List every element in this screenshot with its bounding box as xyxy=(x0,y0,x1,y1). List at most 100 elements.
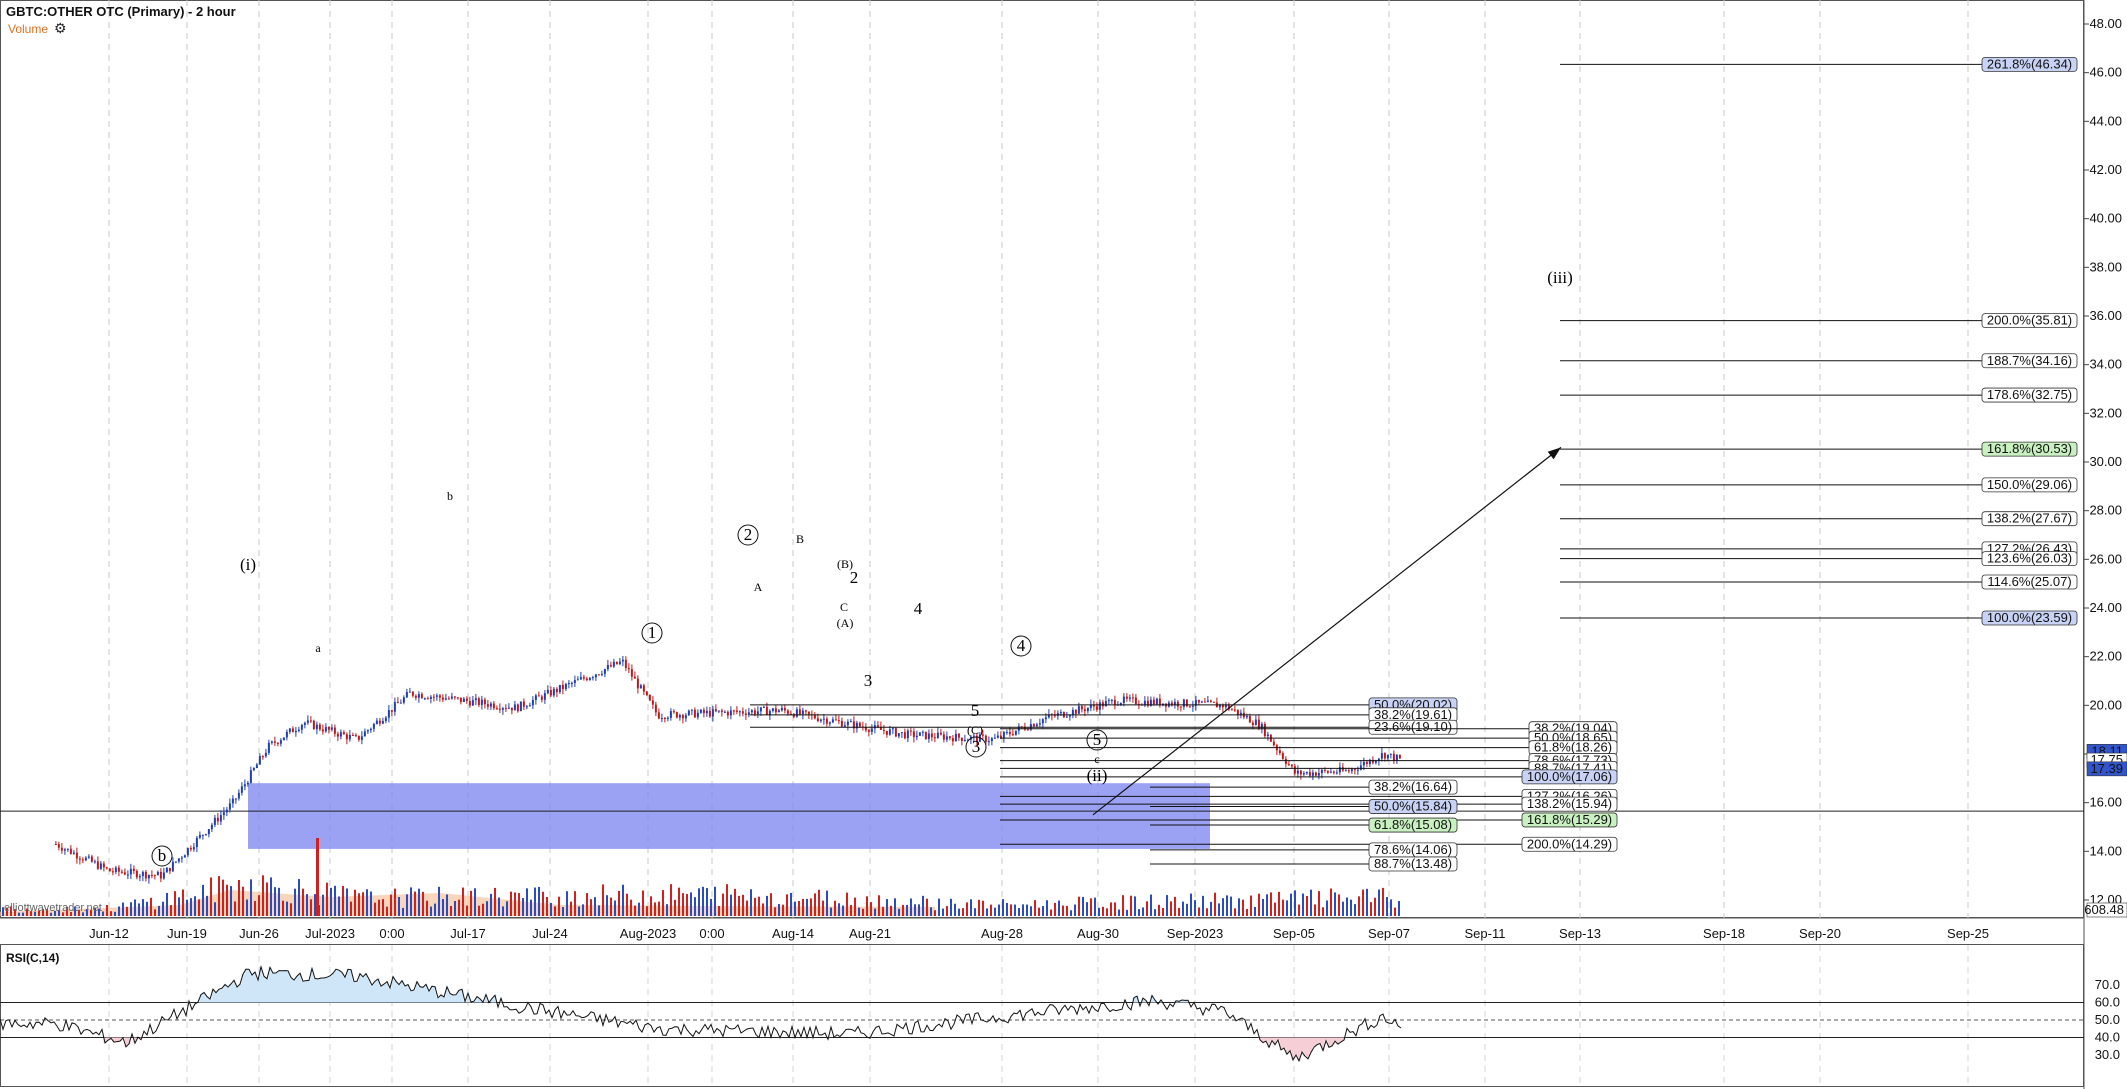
wave-label: c xyxy=(1094,752,1099,766)
candle-body xyxy=(102,863,105,868)
candle-body xyxy=(1332,771,1335,773)
volume-bar xyxy=(442,899,444,916)
volume-bar xyxy=(1074,904,1076,916)
fib-label: 261.8%(46.34) xyxy=(1987,56,2072,71)
candle-body xyxy=(1374,760,1377,763)
candle-body xyxy=(1182,699,1185,707)
candle-body xyxy=(1350,769,1353,772)
candle-body xyxy=(1341,767,1344,771)
volume-bar xyxy=(1234,908,1236,916)
candle-body xyxy=(921,731,924,733)
candle-body xyxy=(645,691,648,695)
candle-body xyxy=(1065,716,1068,718)
volume-bar xyxy=(1122,895,1124,916)
rsi-tick-label: 30.0 xyxy=(2095,1047,2120,1062)
fib-label-box xyxy=(1981,551,2078,567)
volume-bar xyxy=(618,890,620,916)
candle-body xyxy=(300,724,303,730)
fib-label-box xyxy=(1981,610,2078,626)
wave-label: C xyxy=(840,600,848,614)
volume-bar xyxy=(1242,899,1244,916)
volume-bar xyxy=(470,890,472,916)
wave-label-circle xyxy=(151,845,173,867)
candle-body xyxy=(711,709,714,717)
volume-bar xyxy=(1194,900,1196,916)
candle-body xyxy=(567,683,570,685)
candle-body xyxy=(651,700,654,705)
rsi-oversold-fill xyxy=(1270,1037,1274,1041)
candle-body xyxy=(537,695,540,697)
price-tick-label: 48.00 xyxy=(2089,16,2122,31)
volume-bar xyxy=(910,898,912,916)
x-tick-label: Jun-12 xyxy=(89,926,129,941)
volume-bar xyxy=(390,894,392,916)
gear-icon[interactable]: ⚙ xyxy=(54,20,67,36)
rsi-overbought-fill xyxy=(289,977,293,1003)
candle-body xyxy=(723,711,726,713)
rsi-overbought-fill xyxy=(421,987,425,1003)
volume-bar xyxy=(1066,905,1068,916)
rsi-overbought-fill xyxy=(292,979,296,1003)
volume-label[interactable]: Volume xyxy=(8,22,49,36)
volume-bar xyxy=(822,900,824,916)
candle-body xyxy=(420,694,423,699)
candle-body xyxy=(1032,724,1035,727)
candle-body xyxy=(1224,704,1227,708)
volume-bar xyxy=(1318,891,1320,916)
candle-body xyxy=(594,674,597,678)
candle-body xyxy=(294,730,297,733)
candle-body xyxy=(648,694,651,701)
rsi-overbought-fill xyxy=(268,967,272,1003)
rsi-overbought-fill xyxy=(340,972,344,1003)
candle-body xyxy=(579,677,582,680)
candle-body xyxy=(1092,704,1095,707)
price-tick-label: 28.00 xyxy=(2089,503,2122,518)
volume-bar xyxy=(1106,908,1108,916)
volume-bar xyxy=(70,912,72,916)
candle-body xyxy=(1296,770,1299,774)
volume-bar xyxy=(654,902,656,916)
volume-bar xyxy=(690,892,692,916)
candle-body xyxy=(195,837,198,848)
candle-body xyxy=(354,735,357,737)
rsi-oversold-fill xyxy=(1315,1037,1319,1045)
candle-body xyxy=(468,701,471,706)
volume-bar xyxy=(546,896,548,916)
candle-body xyxy=(351,734,354,736)
candle-body xyxy=(858,722,861,727)
volume-bar xyxy=(1182,901,1184,916)
candle-body xyxy=(1101,702,1104,707)
candle-body xyxy=(849,721,852,723)
candle-body xyxy=(231,798,234,804)
fib-label: 50.0%(15.84) xyxy=(1374,799,1452,814)
volume-average-area xyxy=(0,890,935,916)
rsi-oversold-fill xyxy=(1312,1037,1316,1048)
current-price-tag xyxy=(2086,761,2127,777)
volume-bar xyxy=(614,900,616,916)
volume-bar xyxy=(214,902,216,916)
x-tick-label: Aug-28 xyxy=(981,926,1023,941)
candle-body xyxy=(1035,724,1038,727)
rsi-oversold-fill xyxy=(1282,1037,1286,1049)
volume-bar xyxy=(34,911,36,916)
volume-bar xyxy=(670,884,672,916)
volume-bar xyxy=(490,893,492,916)
volume-bar xyxy=(1022,904,1024,916)
fib-label-box xyxy=(1521,796,1618,812)
candle-body xyxy=(939,732,942,735)
candle-body xyxy=(288,728,291,732)
price-tick-label: 42.00 xyxy=(2089,162,2122,177)
candle-body xyxy=(252,768,255,771)
candle-body xyxy=(1152,699,1155,705)
candle-body xyxy=(729,710,732,716)
volume-bar xyxy=(694,897,696,916)
candle-body xyxy=(396,702,399,704)
volume-bar xyxy=(1202,895,1204,916)
candle-body xyxy=(1044,717,1047,720)
candle-body xyxy=(210,824,213,830)
rsi-overbought-fill xyxy=(499,998,503,1003)
candle-body xyxy=(918,732,921,736)
candle-body xyxy=(222,812,225,816)
candle-body xyxy=(531,699,534,706)
fib-label: 150.0%(29.06) xyxy=(1987,477,2072,492)
